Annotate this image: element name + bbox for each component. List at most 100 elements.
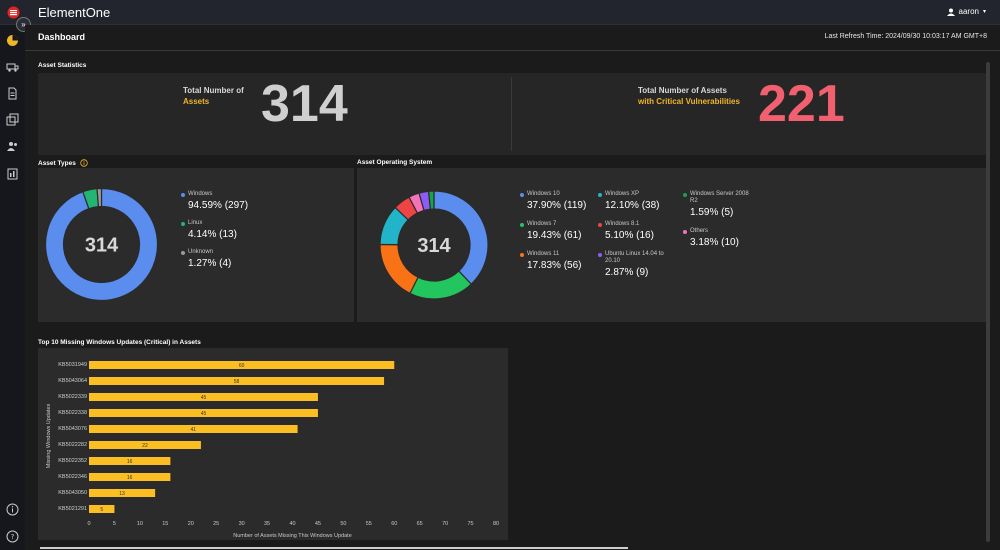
y-tick-label: KB5022346 xyxy=(58,474,87,480)
dashboard-icon[interactable] xyxy=(6,34,19,47)
y-tick-label: KB5043050 xyxy=(58,490,87,496)
legend-item[interactable]: Others 3.18% (10) xyxy=(683,228,752,248)
donut-slice-unknown[interactable] xyxy=(96,187,103,208)
total-assets-label-line1: Total Number of xyxy=(183,86,244,95)
legend-item[interactable]: Windows 94.59% (297) xyxy=(181,191,248,211)
legend-item[interactable]: Unknown 1.27% (4) xyxy=(181,249,248,269)
last-refresh-time: Last Refresh Time: 2024/09/30 10:03:17 A… xyxy=(824,33,987,40)
legend-item-name: Others xyxy=(683,228,752,235)
donut-slice-windows-server-2008-r2[interactable] xyxy=(427,190,435,210)
bar-KB5021291[interactable] xyxy=(89,505,115,513)
legend-item[interactable]: Windows XP 12.10% (38) xyxy=(598,191,667,211)
legend-value: 17.83% (56) xyxy=(527,260,582,271)
legend-label: Windows 7 xyxy=(527,221,557,227)
legend-item[interactable]: Linux 4.14% (13) xyxy=(181,220,248,240)
help-icon[interactable]: ? xyxy=(6,530,19,543)
legend-dot xyxy=(683,229,687,234)
document-icon[interactable] xyxy=(6,87,19,100)
bar-KB5043050[interactable] xyxy=(89,489,156,497)
legend-label: Others xyxy=(690,228,709,234)
svg-text:?: ? xyxy=(11,533,15,541)
y-tick-label: KB5031949 xyxy=(58,362,87,368)
donut-center-total: 314 xyxy=(85,235,119,257)
legend-value: 19.43% (61) xyxy=(527,230,582,241)
legend-item-name: Windows 7 xyxy=(520,221,586,228)
legend-label: Windows 11 xyxy=(527,251,560,257)
critical-assets-label-line2: with Critical Vulnerabilities xyxy=(638,97,740,106)
bar-data-label: 13 xyxy=(119,491,125,497)
legend-label: Ubuntu Linux 14.04 to 20.10 xyxy=(605,251,664,264)
page-title: Dashboard xyxy=(38,32,86,42)
legend-item-name: Windows xyxy=(181,191,248,198)
asset-statistics-title: Asset Statistics xyxy=(38,62,87,69)
info-icon[interactable] xyxy=(6,503,19,516)
donut-slice-windows-11[interactable] xyxy=(379,243,419,295)
legend-item[interactable]: Ubuntu Linux 14.04 to 20.10 2.87% (9) xyxy=(598,251,667,278)
bar-KB5022339[interactable] xyxy=(89,393,318,401)
legend-item[interactable]: Windows 10 37.90% (119) xyxy=(520,191,586,211)
layers-icon[interactable] xyxy=(6,113,19,126)
x-tick-label: 45 xyxy=(315,521,321,527)
legend-item[interactable]: Windows 7 19.43% (61) xyxy=(520,221,586,241)
donut-slice-windows[interactable] xyxy=(44,187,159,302)
app-logo-icon[interactable] xyxy=(7,6,20,19)
bar-data-label: 41 xyxy=(191,427,197,433)
user-menu[interactable]: aaron ▾ xyxy=(946,7,986,16)
x-tick-label: 5 xyxy=(113,521,116,527)
bar-data-label: 45 xyxy=(201,395,207,401)
scrollbar[interactable] xyxy=(986,62,990,542)
x-tick-label: 70 xyxy=(442,521,448,527)
bar-data-label: 45 xyxy=(201,411,207,417)
top-bar: ElementOne aaron ▾ xyxy=(0,0,1000,25)
legend-dot xyxy=(181,192,185,197)
legend-label: Windows xyxy=(188,191,213,197)
x-axis-label: Number of Assets Missing This Windows Up… xyxy=(233,533,352,539)
users-icon[interactable] xyxy=(6,140,19,153)
asset-os-title: Asset Operating System xyxy=(357,159,433,166)
bar-KB5043064[interactable] xyxy=(89,377,385,385)
bar-data-label: 16 xyxy=(127,475,133,481)
legend-item-name: Windows 10 xyxy=(520,191,586,198)
y-axis-label: Missing Windows Updates xyxy=(46,404,52,469)
horizontal-scrollbar[interactable] xyxy=(40,547,628,549)
vehicle-icon[interactable] xyxy=(6,60,19,73)
legend-label: Windows XP xyxy=(605,191,640,197)
bar-KB5043076[interactable] xyxy=(89,425,298,433)
y-tick-label: KB5043076 xyxy=(58,426,87,432)
missing-updates-chart: KB5031949 60 KB5043064 58 KB5022339 45 KB50223… xyxy=(46,361,499,539)
x-tick-label: 20 xyxy=(188,521,194,527)
bar-KB5022338[interactable] xyxy=(89,409,318,417)
bar-data-label: 60 xyxy=(239,363,245,369)
bar-KB5022282[interactable] xyxy=(89,441,201,449)
x-tick-label: 65 xyxy=(417,521,423,527)
bar-KB5022346[interactable] xyxy=(89,473,171,481)
chevron-down-icon: ▾ xyxy=(982,9,986,15)
x-tick-label: 75 xyxy=(468,521,474,527)
legend-item-name: Windows Server 2008 R2 xyxy=(683,191,752,205)
bar-KB5022352[interactable] xyxy=(89,457,171,465)
y-tick-label: KB5022282 xyxy=(58,442,87,448)
x-tick-label: 15 xyxy=(162,521,168,527)
legend-item[interactable]: Windows 11 17.83% (56) xyxy=(520,251,586,271)
asset-types-title: Asset Types xyxy=(38,159,76,167)
x-tick-label: 80 xyxy=(493,521,499,527)
asset-os-panel xyxy=(357,168,986,322)
legend-item[interactable]: Windows 8.1 5.10% (16) xyxy=(598,221,667,241)
info-icon[interactable] xyxy=(80,159,88,167)
legend-item-name: Linux xyxy=(181,220,248,227)
bar-KB5031949[interactable] xyxy=(89,361,395,369)
divider xyxy=(511,77,512,151)
asset-os-legend-col3: Windows Server 2008 R2 1.59% (5) Others 3.1… xyxy=(683,191,752,258)
y-tick-label: KB5022338 xyxy=(58,410,87,416)
legend-dot xyxy=(181,221,185,226)
legend-dot xyxy=(598,192,602,197)
donut-slice-windows-7[interactable] xyxy=(409,270,473,300)
x-tick-label: 50 xyxy=(340,521,346,527)
legend-label: Unknown xyxy=(188,249,214,255)
reports-icon[interactable] xyxy=(6,167,19,180)
bar-data-label: 16 xyxy=(127,459,133,465)
legend-value: 2.87% (9) xyxy=(605,267,649,278)
x-tick-label: 35 xyxy=(264,521,270,527)
legend-item[interactable]: Windows Server 2008 R2 1.59% (5) xyxy=(683,191,752,218)
legend-value: 12.10% (38) xyxy=(605,200,660,211)
